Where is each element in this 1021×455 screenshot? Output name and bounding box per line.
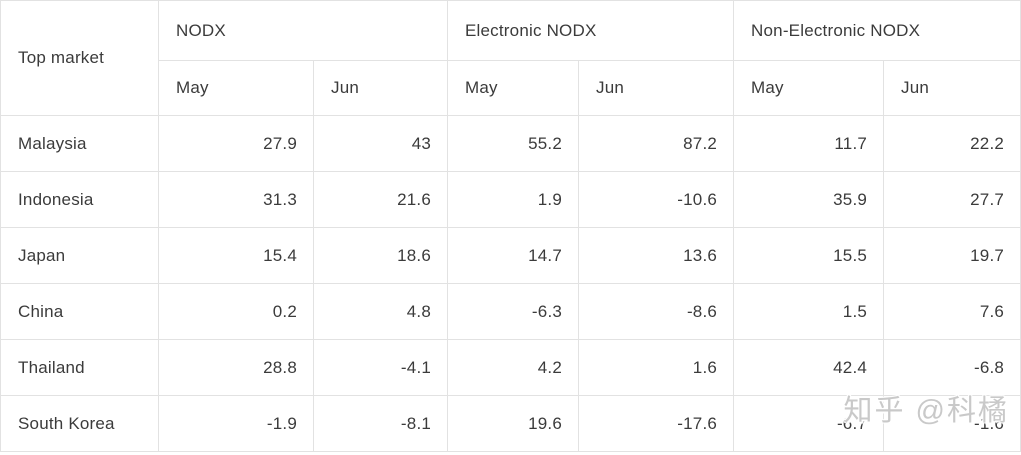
value-cell: 43 — [312, 115, 449, 172]
table-row-china: China 0.2 4.8 -6.3 -8.6 1.5 7.6 — [0, 283, 1021, 340]
value-cell: 31.3 — [158, 171, 314, 228]
value-cell: 4.8 — [312, 283, 449, 340]
value-cell: 7.6 — [883, 283, 1021, 340]
corner-header-top-market: Top market — [0, 0, 159, 116]
market-cell: Japan — [0, 227, 159, 284]
value-cell: -6.8 — [883, 339, 1021, 396]
subheader-electronic-may: May — [447, 60, 580, 116]
value-cell: -4.1 — [312, 339, 449, 396]
table-row-thailand: Thailand 28.8 -4.1 4.2 1.6 42.4 -6.8 — [0, 339, 1021, 396]
value-cell: 19.6 — [447, 395, 580, 452]
subheader-nodx-may: May — [158, 60, 314, 116]
value-cell: -8.6 — [578, 283, 735, 340]
value-cell: -8.1 — [312, 395, 449, 452]
value-cell: 27.7 — [883, 171, 1021, 228]
value-cell: 0.2 — [158, 283, 314, 340]
value-cell: 15.5 — [733, 227, 885, 284]
value-cell: 55.2 — [447, 115, 580, 172]
table-row-indonesia: Indonesia 31.3 21.6 1.9 -10.6 35.9 27.7 — [0, 171, 1021, 228]
market-cell: South Korea — [0, 395, 159, 452]
market-cell: Malaysia — [0, 115, 159, 172]
subheader-non-electronic-jun: Jun — [883, 60, 1021, 116]
value-cell: 1.9 — [447, 171, 580, 228]
subheader-non-electronic-may: May — [733, 60, 885, 116]
table-row-malaysia: Malaysia 27.9 43 55.2 87.2 11.7 22.2 — [0, 115, 1021, 172]
value-cell: 42.4 — [733, 339, 885, 396]
value-cell: 13.6 — [578, 227, 735, 284]
subheader-electronic-jun: Jun — [578, 60, 735, 116]
group-header-electronic-nodx: Electronic NODX — [447, 0, 735, 61]
value-cell: 19.7 — [883, 227, 1021, 284]
value-cell: -17.6 — [578, 395, 735, 452]
value-cell: 87.2 — [578, 115, 735, 172]
value-cell: 18.6 — [312, 227, 449, 284]
value-cell: 14.7 — [447, 227, 580, 284]
value-cell: 22.2 — [883, 115, 1021, 172]
group-header-row: Top market NODX Electronic NODX Non-Elec… — [0, 0, 1021, 116]
value-cell: 1.5 — [733, 283, 885, 340]
subheader-nodx-jun: Jun — [312, 60, 449, 116]
value-cell: -10.6 — [578, 171, 735, 228]
sub-header-row: May Jun May Jun May Jun — [1, 60, 1021, 116]
value-cell: 27.9 — [158, 115, 314, 172]
market-cell: Thailand — [0, 339, 159, 396]
value-cell: 28.8 — [158, 339, 314, 396]
group-header-non-electronic-nodx: Non-Electronic NODX — [733, 0, 1021, 61]
table-row-south-korea: South Korea -1.9 -8.1 19.6 -17.6 -6.7 -1… — [0, 395, 1021, 452]
value-cell: -1.6 — [883, 395, 1021, 452]
value-cell: 15.4 — [158, 227, 314, 284]
value-cell: 4.2 — [447, 339, 580, 396]
market-cell: Indonesia — [0, 171, 159, 228]
value-cell: -6.7 — [733, 395, 885, 452]
value-cell: 1.6 — [578, 339, 735, 396]
table-row-japan: Japan 15.4 18.6 14.7 13.6 15.5 19.7 — [0, 227, 1021, 284]
value-cell: 35.9 — [733, 171, 885, 228]
value-cell: -1.9 — [158, 395, 314, 452]
value-cell: -6.3 — [447, 283, 580, 340]
value-cell: 11.7 — [733, 115, 885, 172]
group-header-nodx: NODX — [157, 0, 449, 61]
value-cell: 21.6 — [312, 171, 449, 228]
market-cell: China — [0, 283, 159, 340]
